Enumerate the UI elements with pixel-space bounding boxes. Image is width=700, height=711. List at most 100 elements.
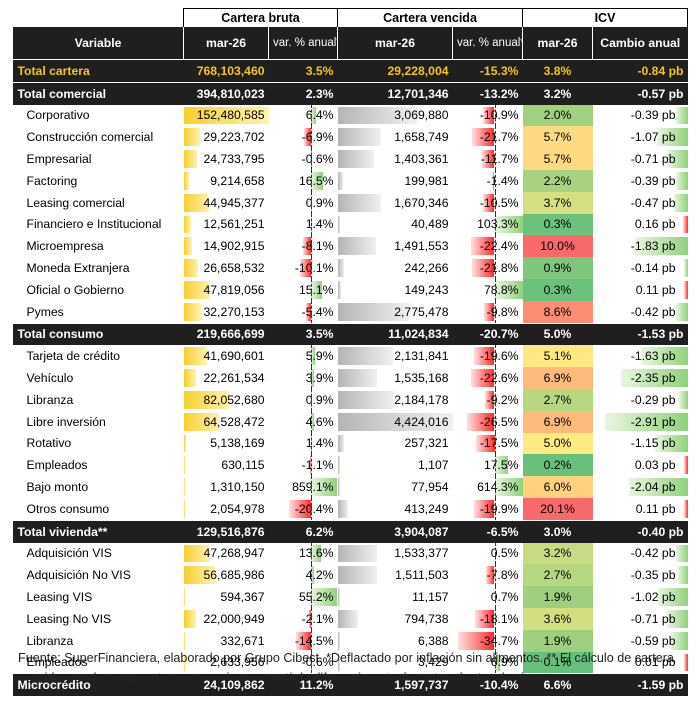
- icv-cambio: -0.47 pb: [593, 192, 688, 214]
- row-label: Microempresa: [13, 235, 184, 257]
- vencida-var-text: -18.1%: [479, 611, 519, 626]
- row-label: Total vivienda**: [12, 519, 184, 543]
- bruta-data-bar: [183, 171, 189, 190]
- table-row: Rotativo 5,138,169 1.4% 257,321 -17.5% 5.0% -1…: [13, 432, 688, 455]
- zero-axis: [311, 300, 313, 323]
- zero-axis: [311, 148, 313, 170]
- vencida-data-bar: [337, 609, 359, 628]
- bruta-data-bar: [183, 369, 196, 387]
- vencida-value-text: 1,491,553: [394, 239, 449, 254]
- vencida-var: 0.5%: [453, 542, 523, 565]
- bruta-var-text: -10.1%: [294, 261, 334, 276]
- row-label-text: Construcción comercial: [26, 130, 154, 145]
- icv-value-text: 6.9%: [543, 414, 572, 429]
- bruta-var-text: -2.1%: [301, 611, 334, 626]
- bruta-var: -14.5%: [269, 629, 338, 652]
- icv-cambio: 0.11 pb: [593, 279, 688, 301]
- bruta-data-bar: [183, 478, 186, 496]
- icv-cambio: 0.01 pb: [593, 652, 688, 674]
- icv-value-text: 5.7%: [543, 152, 572, 167]
- icv-cambio-text: 0.16 pb: [634, 217, 676, 232]
- vencida-value: 1,107: [337, 454, 453, 476]
- vencida-var-text: -10.4%: [479, 678, 519, 693]
- vencida-data-bar: [337, 280, 342, 299]
- positive-var-bar: [311, 412, 315, 431]
- vencida-var: -9.2%: [453, 388, 523, 411]
- vencida-data-bar: [337, 478, 340, 496]
- icv-cambio-text: -0.71 pb: [630, 611, 676, 626]
- icv-value: 6.0%: [522, 476, 593, 498]
- cambio-negative-bar: [676, 106, 688, 125]
- bruta-value: 2,054,978: [183, 498, 269, 520]
- zero-axis: [494, 148, 496, 170]
- bruta-data-bar: [183, 434, 187, 453]
- bruta-value-text: 1,310,150: [210, 480, 265, 495]
- vencida-var: 0.7%: [453, 586, 523, 608]
- bruta-var-text: -6.9%: [301, 130, 334, 145]
- icv-value: 0.3%: [522, 213, 593, 236]
- vencida-data-bar: [337, 128, 381, 147]
- row-label: Empleados: [13, 652, 184, 674]
- positive-var-bar: [494, 215, 523, 234]
- vencida-value-text: 2,131,841: [394, 349, 449, 364]
- icv-value-text: 3.2%: [543, 86, 572, 101]
- row-label-text: Adquisición No VIS: [26, 568, 131, 583]
- vencida-var-text: 103.3%: [477, 217, 519, 232]
- header-bruta-mar: mar-26: [183, 27, 269, 60]
- negative-var-bar: [295, 631, 312, 650]
- icv-value-text: 3.2%: [543, 546, 572, 561]
- icv-cambio: 0.03 pb: [593, 454, 688, 476]
- vencida-value-text: 4,424,016: [394, 414, 449, 429]
- zero-axis: [494, 432, 496, 455]
- bruta-data-bar: [183, 566, 216, 585]
- icv-value: 20.1%: [522, 497, 593, 521]
- icv-value-text: 0.3%: [543, 217, 572, 232]
- bruta-value-text: 5,138,169: [210, 436, 265, 451]
- row-label-text: Total comercial: [17, 86, 107, 101]
- vencida-value-text: 1,511,503: [395, 568, 449, 583]
- icv-cambio: -0.42 pb: [593, 301, 688, 323]
- vencida-data-bar: [337, 237, 377, 256]
- zero-axis: [494, 629, 496, 652]
- row-label: Moneda Extranjera: [13, 257, 184, 279]
- cambio-negative-bar: [670, 631, 688, 650]
- icv-value: 5.0%: [522, 322, 593, 346]
- bruta-value: 24,733,795: [183, 148, 269, 170]
- icv-cambio-text: 0.03 pb: [634, 458, 676, 473]
- cambio-negative-bar: [629, 478, 688, 496]
- icv-cambio: -0.29 pb: [593, 389, 688, 411]
- bruta-var: -10.1%: [269, 257, 338, 279]
- vencida-data-bar: [337, 302, 410, 321]
- icv-value: 6.9%: [522, 410, 593, 433]
- vencida-var: -10.5%: [453, 191, 523, 214]
- vencida-data-bar: [337, 412, 453, 431]
- icv-value: 6.9%: [522, 367, 593, 389]
- bruta-var-text: 6.2%: [305, 524, 334, 539]
- negative-var-bar: [476, 434, 495, 453]
- zero-axis: [494, 300, 496, 323]
- bruta-var: -5.4%: [269, 300, 338, 323]
- icv-cambio: -1.59 pb: [592, 673, 688, 697]
- icv-cambio-text: -2.91 pb: [630, 414, 676, 429]
- bruta-value-text: 594,367: [220, 590, 265, 605]
- vencida-value: 1,511,503: [337, 564, 453, 586]
- icv-cambio: -0.39 pb: [593, 105, 688, 127]
- vencida-value: 11,024,834: [337, 322, 453, 346]
- row-label-text: Corporativo: [26, 108, 90, 123]
- icv-value-text: 6.0%: [543, 480, 572, 495]
- bruta-var: 11.2%: [268, 673, 338, 697]
- vencida-value: 199,981: [337, 170, 453, 192]
- bruta-value-text: 44,945,377: [203, 195, 265, 210]
- positive-var-bar: [494, 456, 508, 475]
- vencida-var-text: -21.7%: [479, 130, 519, 145]
- negative-var-bar: [466, 412, 495, 431]
- positive-var-bar: [311, 347, 316, 366]
- icv-value-text: 0.3%: [543, 282, 572, 297]
- icv-value-text: 2.2%: [543, 173, 572, 188]
- zero-axis: [311, 191, 313, 214]
- icv-cambio-text: -0.39 pb: [630, 173, 676, 188]
- vencida-var: -17.5%: [453, 432, 523, 455]
- vencida-var-text: -13.2%: [479, 86, 519, 101]
- table-row: Libranza 82,052,680 0.9% 2,184,178 -9.2% 2.7%…: [13, 388, 688, 411]
- bruta-value-text: 22,000,949: [203, 611, 265, 626]
